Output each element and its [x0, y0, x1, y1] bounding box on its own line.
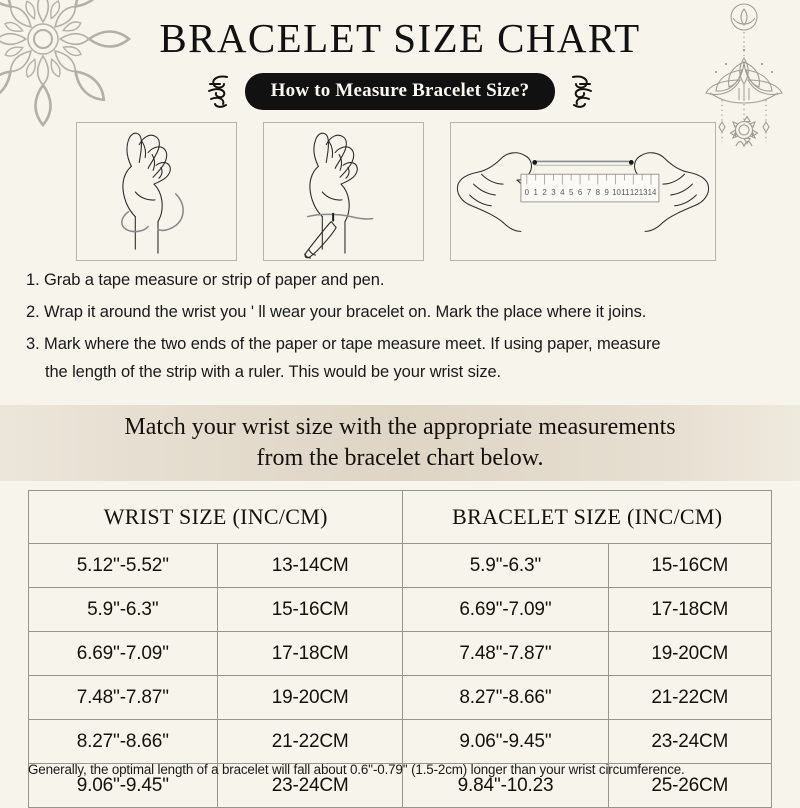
match-size-banner: Match your wrist size with the appropria…: [0, 405, 800, 481]
subtitle-row: How to Measure Bracelet Size?: [0, 72, 800, 110]
cell-wrist-inch: 5.9''-6.3'': [28, 587, 218, 632]
cell-wrist-cm: 15-16CM: [216, 587, 404, 632]
cell-wrist-inch: 8.27''-8.66'': [28, 719, 218, 764]
svg-text:4: 4: [560, 188, 565, 197]
mandala-ornament: [0, 0, 138, 134]
bracelet-size-table: WRIST SIZE (INC/CM) BRACELET SIZE (INC/C…: [27, 490, 773, 808]
cell-wrist-cm: 21-22CM: [216, 719, 404, 764]
table-row: 8.27''-8.66'' 21-22CM 9.06''-9.45'' 23-2…: [28, 719, 773, 764]
cell-wrist-cm: 19-20CM: [216, 675, 404, 720]
svg-text:14: 14: [648, 188, 657, 197]
ruler-ticks: [526, 173, 652, 185]
table-header-bracelet-size: BRACELET SIZE (INC/CM): [402, 490, 772, 544]
table-header-wrist-size: WRIST SIZE (INC/CM): [27, 490, 404, 544]
svg-text:3: 3: [551, 188, 556, 197]
cell-bracelet-inch: 7.48''-7.87'': [402, 631, 609, 676]
cell-wrist-inch: 6.69''-7.09'': [28, 631, 218, 676]
table-row: 7.48''-7.87'' 19-20CM 8.27''-8.66'' 21-2…: [28, 675, 773, 720]
svg-text:13: 13: [639, 188, 648, 197]
svg-text:11: 11: [621, 188, 629, 197]
cell-bracelet-inch: 9.06''-9.45'': [402, 719, 609, 764]
how-to-measure-badge: How to Measure Bracelet Size?: [244, 72, 556, 110]
banner-line-1: Match your wrist size with the appropria…: [124, 414, 676, 440]
instruction-step: 2. Wrap it around the wrist you ' ll wea…: [26, 303, 647, 321]
svg-text:8: 8: [596, 188, 601, 197]
cell-bracelet-cm: 21-22CM: [607, 675, 773, 720]
cell-bracelet-inch: 6.69''-7.09'': [402, 587, 609, 632]
cell-bracelet-inch: 8.27''-8.66'': [402, 675, 609, 720]
page-title: BRACELET SIZE CHART: [159, 15, 641, 61]
table-header-row: WRIST SIZE (INC/CM) BRACELET SIZE (INC/C…: [27, 490, 772, 544]
cell-wrist-inch: 7.48''-7.87'': [28, 675, 218, 720]
instruction-step-continuation: the length of the strip with a ruler. Th…: [45, 363, 502, 381]
illustration-hand-with-tape-around-wrist: [76, 122, 237, 261]
cell-bracelet-cm: 17-18CM: [607, 587, 773, 632]
table-row: 5.9''-6.3'' 15-16CM 6.69''-7.09'' 17-18C…: [28, 587, 773, 632]
banner-line-2: from the bracelet chart below.: [256, 445, 544, 471]
cell-wrist-inch: 5.12''-5.52'': [28, 543, 218, 588]
svg-text:10: 10: [612, 188, 621, 197]
svg-text:2: 2: [542, 188, 546, 197]
flourish-ornament: [566, 72, 596, 110]
svg-text:1: 1: [533, 188, 537, 197]
instruction-steps: 1. Grab a tape measure or strip of paper…: [26, 268, 778, 392]
instruction-step: 3. Mark where the two ends of the paper …: [26, 335, 661, 353]
svg-text:7: 7: [587, 188, 591, 197]
svg-text:6: 6: [578, 188, 583, 197]
svg-text:5: 5: [569, 188, 574, 197]
svg-text:0: 0: [525, 188, 530, 197]
cell-bracelet-inch: 5.9''-6.3'': [402, 543, 609, 588]
svg-text:9: 9: [604, 188, 608, 197]
illustration-hand-marking-strip-with-pen: [263, 122, 424, 261]
cell-bracelet-cm: 15-16CM: [607, 543, 773, 588]
table-row: 5.12''-5.52'' 13-14CM 5.9''-6.3'' 15-16C…: [28, 543, 773, 588]
footer-note: Generally, the optimal length of a brace…: [28, 762, 685, 777]
flourish-ornament: [204, 72, 234, 110]
instruction-step: 1. Grab a tape measure or strip of paper…: [26, 271, 385, 289]
lotus-ornament: [692, 0, 796, 150]
size-table-wrapper: WRIST SIZE (INC/CM) BRACELET SIZE (INC/C…: [27, 490, 773, 808]
cell-wrist-cm: 13-14CM: [216, 543, 404, 588]
cell-bracelet-cm: 23-24CM: [607, 719, 773, 764]
cell-wrist-cm: 17-18CM: [216, 631, 404, 676]
svg-text:12: 12: [630, 188, 639, 197]
cell-bracelet-cm: 19-20CM: [607, 631, 773, 676]
table-row: 6.69''-7.09'' 17-18CM 7.48''-7.87'' 19-2…: [28, 631, 773, 676]
